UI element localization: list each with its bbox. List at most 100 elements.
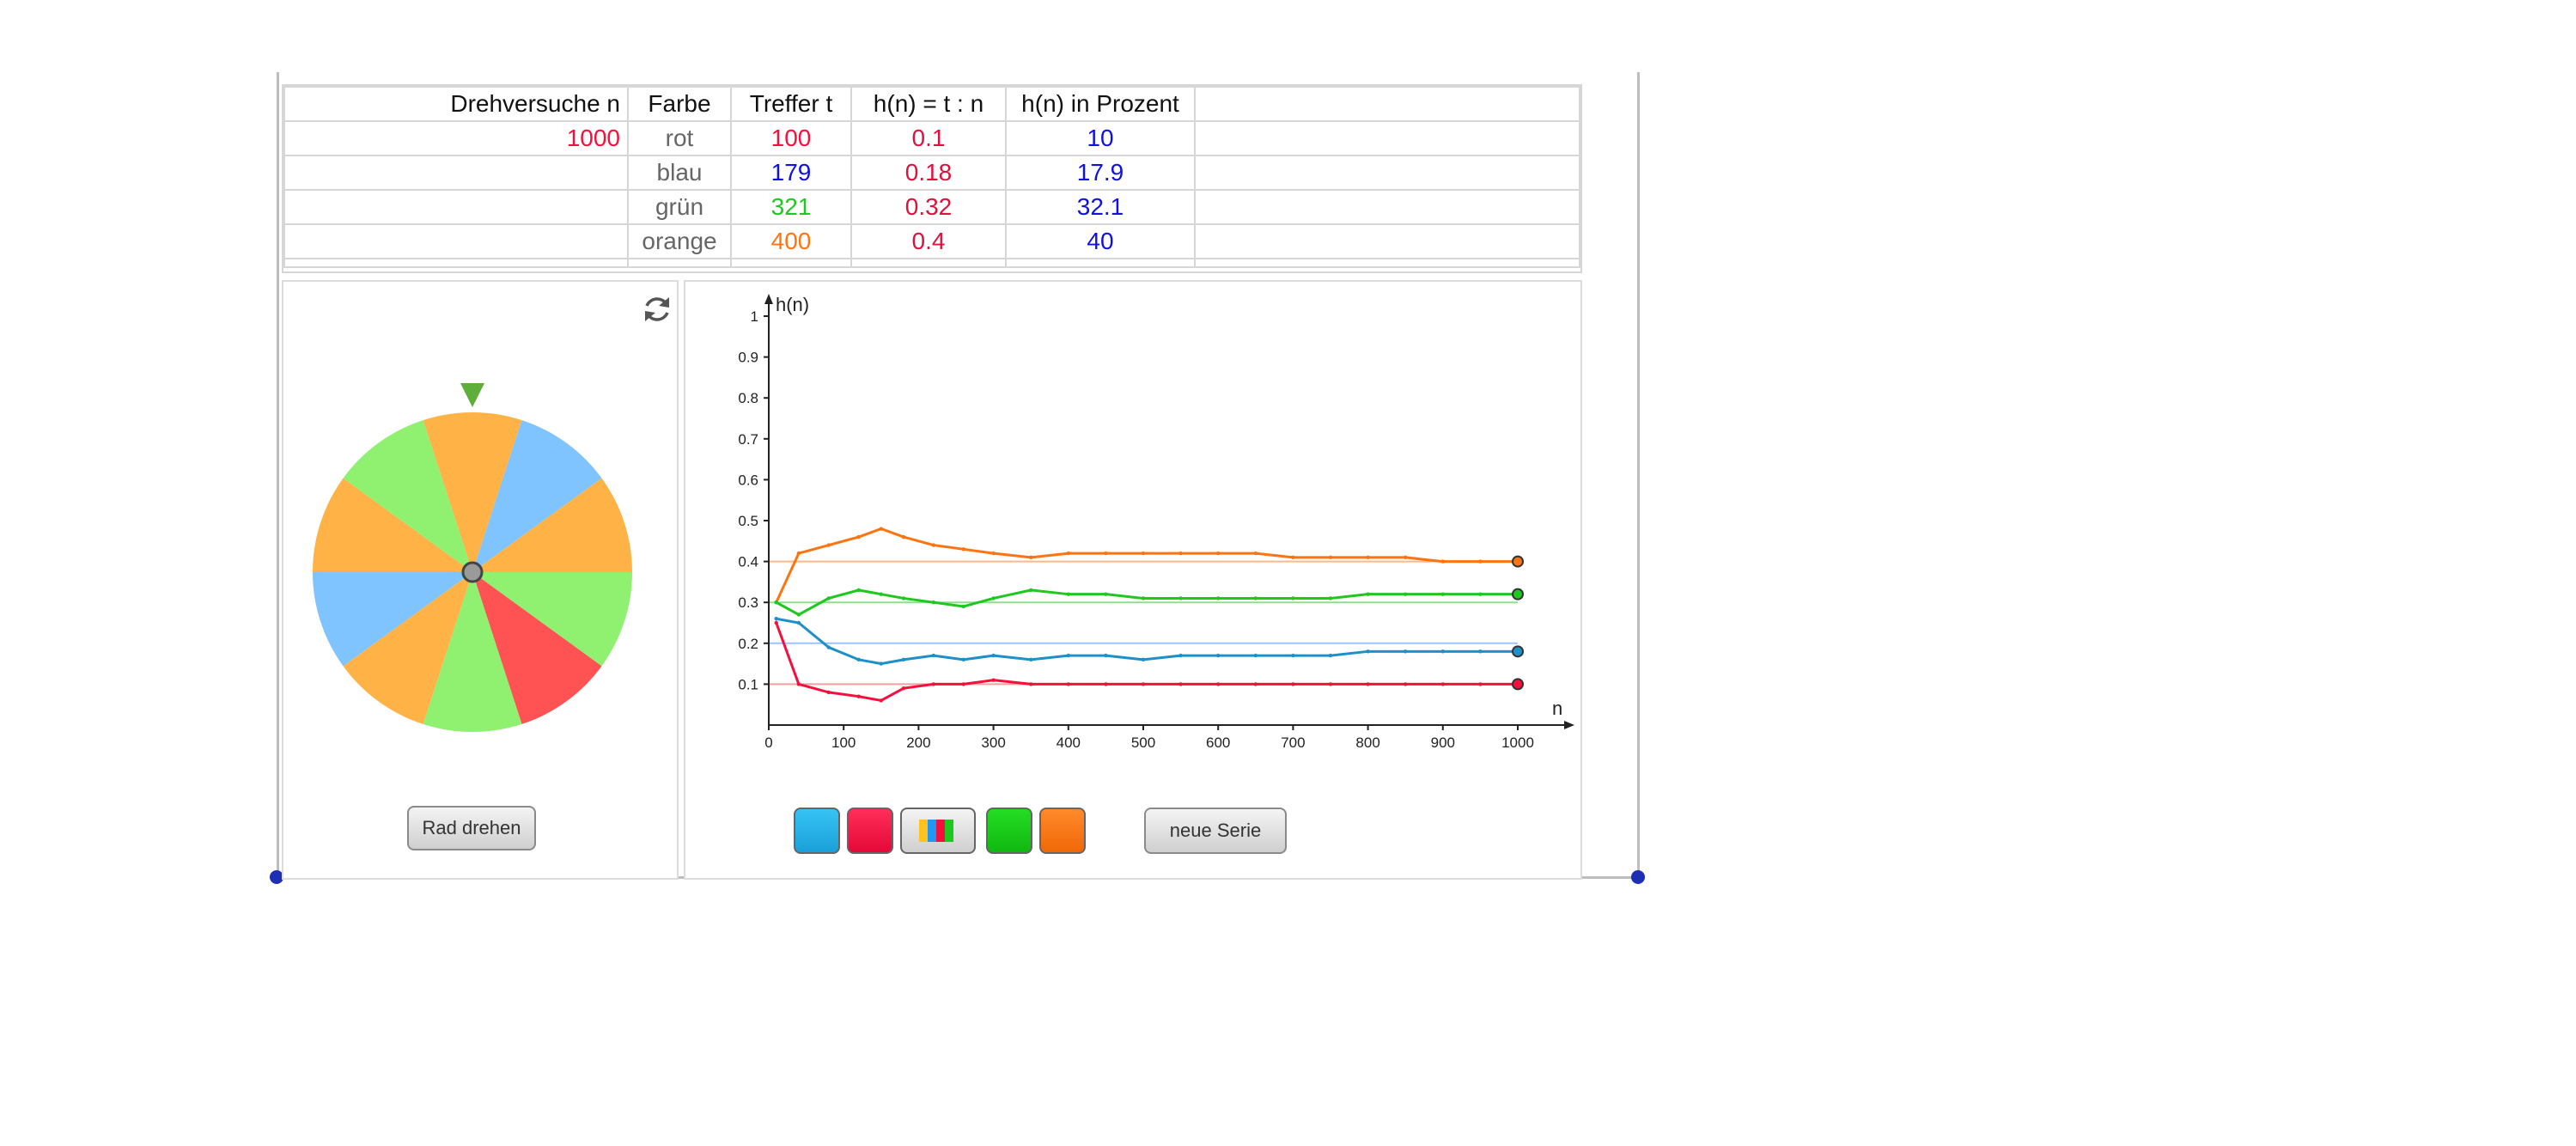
series-line-blau — [776, 617, 1518, 666]
trials-cell[interactable]: 1000 — [283, 120, 629, 156]
header-cell[interactable]: h(n) = t : n — [850, 86, 1007, 122]
empty-cell[interactable] — [283, 258, 629, 268]
series-end-point-rot[interactable] — [1512, 678, 1524, 691]
empty-cell[interactable] — [627, 258, 732, 268]
data-point — [1366, 649, 1370, 654]
series-end-point-orange[interactable] — [1512, 555, 1524, 568]
data-point — [856, 534, 861, 539]
color-cell[interactable]: rot — [627, 120, 732, 156]
percent-cell[interactable]: 32.1 — [1005, 189, 1196, 225]
resize-handle-left[interactable] — [270, 870, 283, 884]
empty-cell[interactable] — [1194, 223, 1580, 259]
data-point — [1178, 653, 1183, 658]
percent-cell[interactable]: 40 — [1005, 223, 1196, 259]
data-point — [931, 682, 936, 686]
show-blue-button[interactable] — [794, 808, 840, 854]
data-point — [1253, 653, 1258, 658]
resize-handle-right[interactable] — [1631, 870, 1645, 884]
y-tick-label: 0.8 — [738, 390, 758, 406]
data-point — [1440, 682, 1445, 686]
y-tick-label: 0.1 — [738, 676, 758, 692]
data-point — [1440, 592, 1445, 596]
refresh-icon[interactable] — [640, 292, 674, 326]
data-point — [1253, 596, 1258, 600]
data-point — [1104, 592, 1108, 596]
wheel-panel: Rad drehen — [282, 280, 679, 880]
show-green-button[interactable] — [986, 808, 1032, 854]
header-cell[interactable]: Farbe — [627, 86, 732, 122]
series-end-point-blau[interactable] — [1512, 645, 1524, 658]
data-point — [856, 694, 861, 698]
data-point — [1141, 551, 1146, 556]
empty-cell[interactable] — [1194, 258, 1580, 268]
wheel-segment-green — [472, 572, 632, 667]
hits-cell[interactable]: 321 — [730, 189, 852, 225]
color-cell[interactable]: blau — [627, 155, 732, 191]
color-cell[interactable]: orange — [627, 223, 732, 259]
data-point — [1328, 596, 1333, 600]
data-point — [1291, 555, 1295, 560]
data-point — [1328, 653, 1333, 658]
freq-cell[interactable]: 0.32 — [850, 189, 1007, 225]
y-tick-label: 0.3 — [738, 594, 758, 611]
empty-cell[interactable] — [283, 155, 629, 191]
new-series-button[interactable]: neue Serie — [1144, 808, 1287, 854]
percent-cell[interactable]: 10 — [1005, 120, 1196, 156]
data-point — [1478, 649, 1483, 654]
results-table: Drehversuche n Farbe Treffer t h(n) = t … — [283, 86, 1580, 268]
data-point — [826, 645, 831, 649]
data-point — [901, 596, 906, 600]
empty-cell[interactable] — [283, 223, 629, 259]
header-cell[interactable]: Treffer t — [730, 86, 852, 122]
x-axis-label: n — [1552, 698, 1562, 719]
frame-left-line — [277, 72, 279, 878]
spinning-wheel[interactable] — [301, 359, 644, 737]
hits-cell[interactable]: 100 — [730, 120, 852, 156]
empty-cell[interactable] — [1194, 189, 1580, 225]
data-point — [1366, 555, 1370, 560]
empty-cell[interactable] — [850, 258, 1007, 268]
hits-cell[interactable]: 179 — [730, 155, 852, 191]
y-axis-label: h(n) — [776, 294, 809, 315]
wheel-pointer — [460, 383, 484, 407]
table-row — [283, 258, 1580, 268]
freq-cell[interactable]: 0.4 — [850, 223, 1007, 259]
data-point — [1141, 657, 1146, 662]
data-point — [991, 551, 996, 556]
empty-cell[interactable] — [730, 258, 852, 268]
data-point — [774, 600, 778, 605]
show-all-button[interactable] — [900, 808, 976, 854]
empty-cell[interactable] — [283, 189, 629, 225]
empty-cell[interactable] — [1194, 86, 1580, 122]
data-point — [1366, 682, 1370, 686]
empty-cell[interactable] — [1005, 258, 1196, 268]
hits-cell[interactable]: 400 — [730, 223, 852, 259]
data-point — [901, 686, 906, 691]
wheel-segment-orange — [343, 572, 472, 724]
x-tick-label: 500 — [1131, 735, 1155, 751]
empty-cell[interactable] — [1194, 120, 1580, 156]
spin-wheel-button[interactable]: Rad drehen — [407, 806, 536, 850]
percent-cell[interactable]: 17.9 — [1005, 155, 1196, 191]
table-row: orange 400 0.4 40 — [283, 223, 1580, 259]
wheel-segment-blue — [472, 420, 602, 572]
data-point — [1178, 682, 1183, 686]
color-cell[interactable]: grün — [627, 189, 732, 225]
show-red-button[interactable] — [847, 808, 893, 854]
show-orange-button[interactable] — [1039, 808, 1086, 854]
header-cell[interactable]: h(n) in Prozent — [1005, 86, 1196, 122]
header-cell[interactable]: Drehversuche n — [283, 86, 629, 122]
x-tick-label: 800 — [1355, 735, 1379, 751]
data-point — [1440, 649, 1445, 654]
data-point — [1328, 555, 1333, 560]
data-point — [796, 620, 801, 625]
wheel-segment-green — [343, 420, 472, 572]
series-end-point-gruen[interactable] — [1512, 588, 1524, 600]
y-tick-label: 0.6 — [738, 472, 758, 488]
freq-cell[interactable]: 0.1 — [850, 120, 1007, 156]
data-point — [1141, 682, 1146, 686]
freq-cell[interactable]: 0.18 — [850, 155, 1007, 191]
empty-cell[interactable] — [1194, 155, 1580, 191]
data-point — [1141, 596, 1146, 600]
